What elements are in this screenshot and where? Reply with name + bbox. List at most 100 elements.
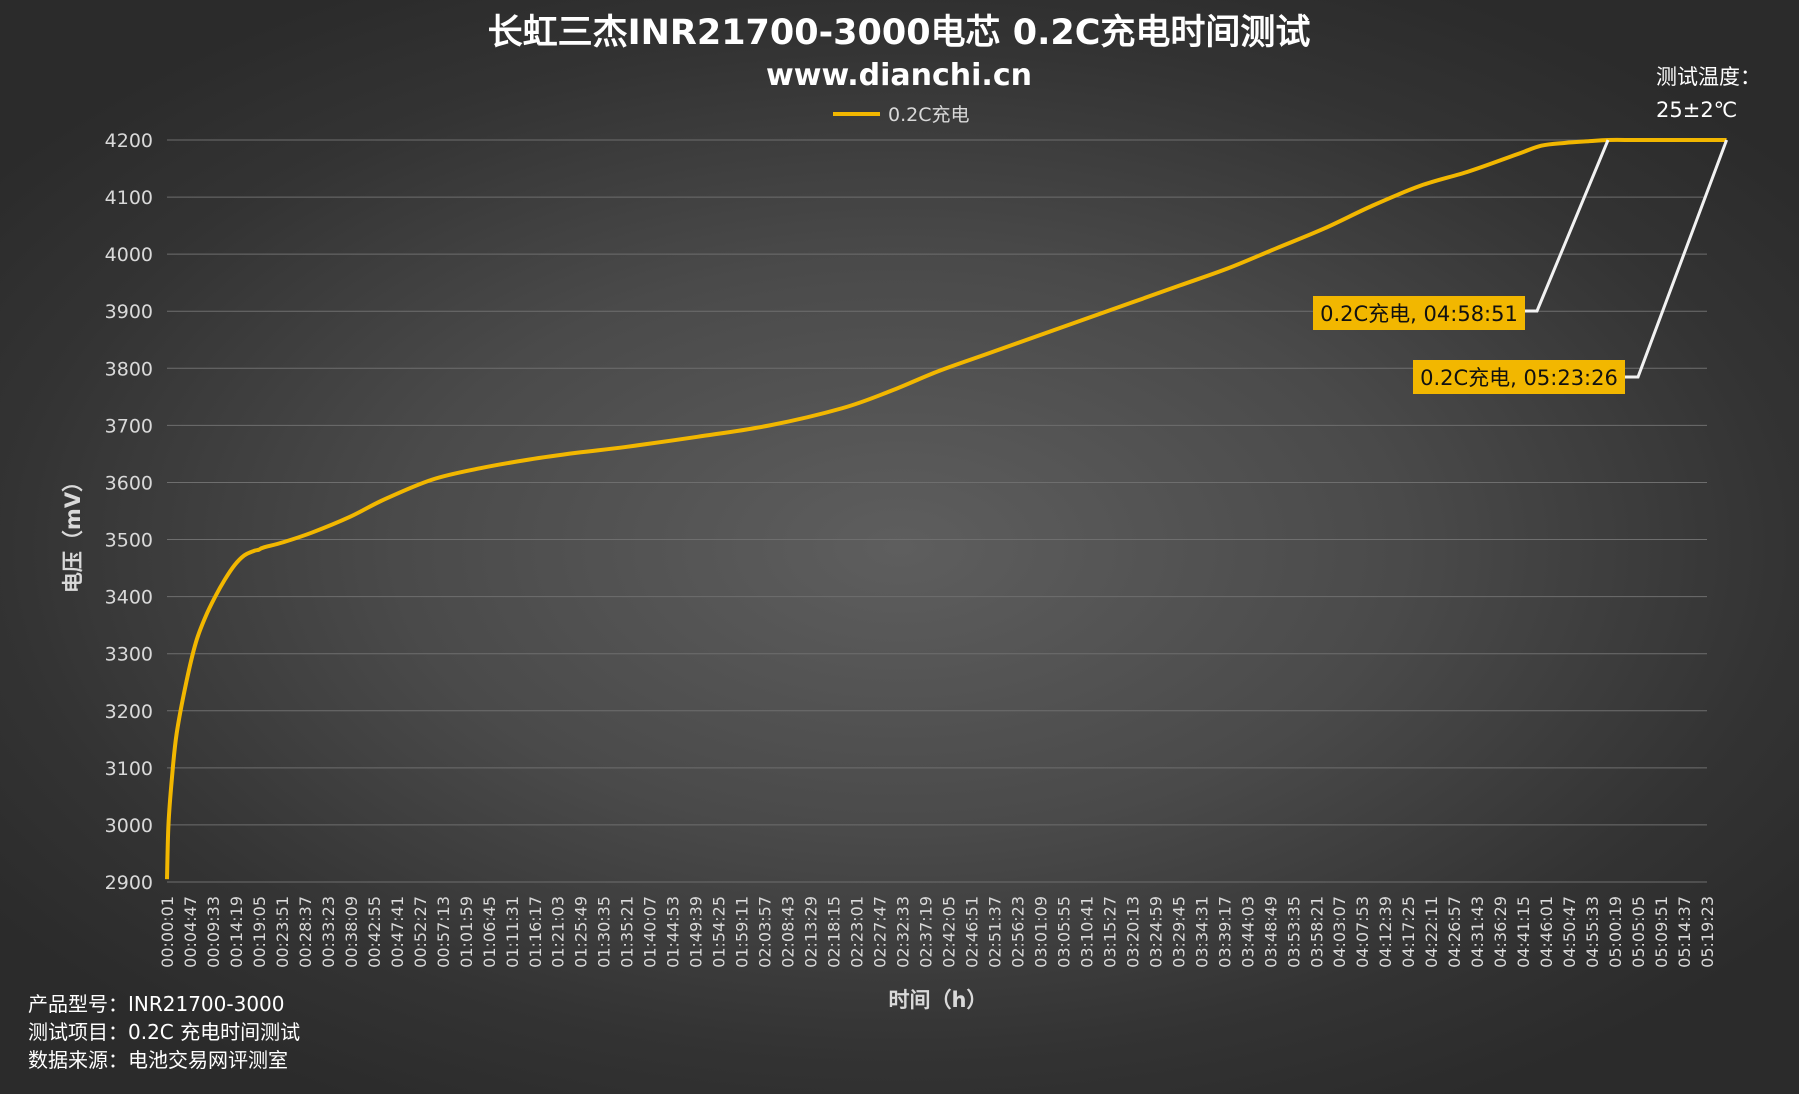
x-tick-label: 04:55:33 — [1583, 896, 1602, 968]
series-line-0-2c-charge — [165, 137, 1727, 880]
y-tick-label: 3900 — [105, 301, 153, 323]
callout-box — [1313, 296, 1525, 330]
x-tick-label: 05:19:23 — [1698, 896, 1717, 968]
x-tick-label: 05:14:37 — [1675, 896, 1694, 968]
x-tick-label: 00:38:09 — [342, 896, 361, 968]
grid-lines — [167, 139, 1707, 883]
y-tick-label: 3400 — [105, 587, 153, 609]
x-tick-label: 00:52:27 — [411, 896, 430, 968]
x-tick-label: 03:34:31 — [1192, 896, 1211, 968]
x-tick-label: 03:10:41 — [1077, 896, 1096, 968]
x-tick-label: 00:42:55 — [365, 896, 384, 968]
y-tick-label: 3600 — [105, 472, 153, 494]
x-tick-label: 01:06:45 — [480, 896, 499, 968]
y-tick-label: 4200 — [105, 130, 153, 152]
footer: 产品型号：INR21700-3000 测试项目：0.2C 充电时间测试 数据来源… — [28, 992, 300, 1072]
x-tick-label: 04:26:57 — [1445, 896, 1464, 968]
x-tick-label: 00:33:23 — [319, 896, 338, 968]
x-tick-label: 02:08:43 — [779, 896, 798, 968]
x-tick-label: 00:09:33 — [204, 896, 223, 968]
callout-leader — [1625, 139, 1728, 379]
x-tick-label: 00:19:05 — [250, 896, 269, 968]
x-tick-label: 04:50:47 — [1560, 896, 1579, 968]
x-tick-label: 02:23:01 — [848, 896, 867, 968]
y-tick-label: 3300 — [105, 644, 153, 666]
x-tick-label: 03:29:45 — [1169, 896, 1188, 968]
x-tick-label: 05:05:05 — [1629, 896, 1648, 968]
callout-label: 0.2C充电, 04:58:51 — [1320, 302, 1518, 326]
y-tick-label: 3800 — [105, 358, 153, 380]
x-tick-label: 03:01:09 — [1031, 896, 1050, 968]
y-tick-label: 4100 — [105, 187, 153, 209]
x-tick-label: 04:46:01 — [1537, 896, 1556, 968]
x-tick-label: 02:27:47 — [871, 896, 890, 968]
callout-label: 0.2C充电, 05:23:26 — [1420, 366, 1618, 390]
x-tick-label: 00:00:01 — [158, 896, 177, 968]
x-tick-label: 03:05:55 — [1054, 896, 1073, 968]
x-tick-label: 01:54:25 — [710, 896, 729, 968]
x-tick-label: 01:49:39 — [687, 896, 706, 968]
x-tick-label: 04:41:15 — [1514, 896, 1533, 968]
x-tick-label: 04:22:11 — [1422, 896, 1441, 968]
x-tick-label: 04:03:07 — [1330, 896, 1349, 968]
callout-box — [1413, 360, 1625, 394]
x-tick-label: 01:30:35 — [595, 896, 614, 968]
x-tick-label: 03:24:59 — [1146, 896, 1165, 968]
x-tick-label: 01:59:11 — [733, 896, 752, 968]
y-tick-label: 3100 — [105, 758, 153, 780]
x-tick-label: 00:23:51 — [273, 896, 292, 968]
x-tick-label: 01:35:21 — [618, 896, 637, 968]
x-tick-label: 05:09:51 — [1652, 896, 1671, 968]
x-tick-label: 03:44:03 — [1238, 896, 1257, 968]
x-tick-label: 04:12:39 — [1376, 896, 1395, 968]
x-tick-label: 02:42:05 — [939, 896, 958, 968]
x-tick-label: 03:39:17 — [1215, 896, 1234, 968]
x-tick-label: 00:28:37 — [296, 896, 315, 968]
callout-leader — [1525, 139, 1610, 313]
x-tick-label: 01:21:03 — [549, 896, 568, 968]
x-axis: 00:00:01 00:04:47 00:09:33 00:14:19 00:19:05… — [158, 896, 1717, 968]
x-tick-label: 03:48:49 — [1261, 896, 1280, 968]
x-tick-label: 01:44:53 — [664, 896, 683, 968]
x-tick-label: 01:16:17 — [526, 896, 545, 968]
chart-subtitle: www.dianchi.cn — [766, 58, 1032, 93]
x-tick-label: 03:58:21 — [1307, 896, 1326, 968]
x-tick-label: 04:36:29 — [1491, 896, 1510, 968]
x-axis-title: 时间（h） — [889, 988, 988, 1012]
x-tick-label: 02:13:29 — [802, 896, 821, 968]
x-tick-label: 02:18:15 — [825, 896, 844, 968]
y-axis-title: 电压（mV） — [61, 471, 85, 593]
footer-model: 产品型号：INR21700-3000 — [28, 992, 285, 1016]
temperature-label: 测试温度： — [1656, 65, 1761, 89]
y-tick-label: 4000 — [105, 244, 153, 266]
x-tick-label: 04:07:53 — [1353, 896, 1372, 968]
x-tick-label: 02:51:37 — [985, 896, 1004, 968]
footer-test-item: 测试项目：0.2C 充电时间测试 — [28, 1020, 300, 1044]
x-tick-label: 04:17:25 — [1399, 896, 1418, 968]
temperature-value: 25±2℃ — [1656, 98, 1737, 122]
x-tick-label: 01:25:49 — [572, 896, 591, 968]
y-tick-label: 3200 — [105, 701, 153, 723]
x-tick-label: 02:56:23 — [1008, 896, 1027, 968]
y-tick-label: 3700 — [105, 415, 153, 437]
x-tick-label: 05:00:19 — [1606, 896, 1625, 968]
x-tick-label: 02:03:57 — [756, 896, 775, 968]
x-tick-label: 01:01:59 — [457, 896, 476, 968]
x-tick-label: 03:53:35 — [1284, 896, 1303, 968]
x-tick-label: 00:04:47 — [181, 896, 200, 968]
x-tick-label: 04:31:43 — [1468, 896, 1487, 968]
x-tick-label: 00:57:13 — [434, 896, 453, 968]
y-tick-label: 3000 — [105, 815, 153, 837]
x-tick-label: 03:15:27 — [1100, 896, 1119, 968]
y-axis: 2900 3000 3100 3200 3300 3400 3500 3600 3700 3800… — [105, 130, 153, 894]
x-tick-label: 01:11:31 — [503, 896, 522, 968]
y-tick-label: 3500 — [105, 530, 153, 552]
legend: 0.2C充电 — [833, 104, 969, 126]
callout-layer: 0.2C充电, 04:58:51 0.2C充电, 05:23:26 — [1313, 139, 1728, 394]
legend-label: 0.2C充电 — [888, 104, 969, 126]
y-tick-label: 2900 — [105, 872, 153, 894]
x-tick-label: 03:20:13 — [1123, 896, 1142, 968]
x-tick-label: 02:46:51 — [962, 896, 981, 968]
